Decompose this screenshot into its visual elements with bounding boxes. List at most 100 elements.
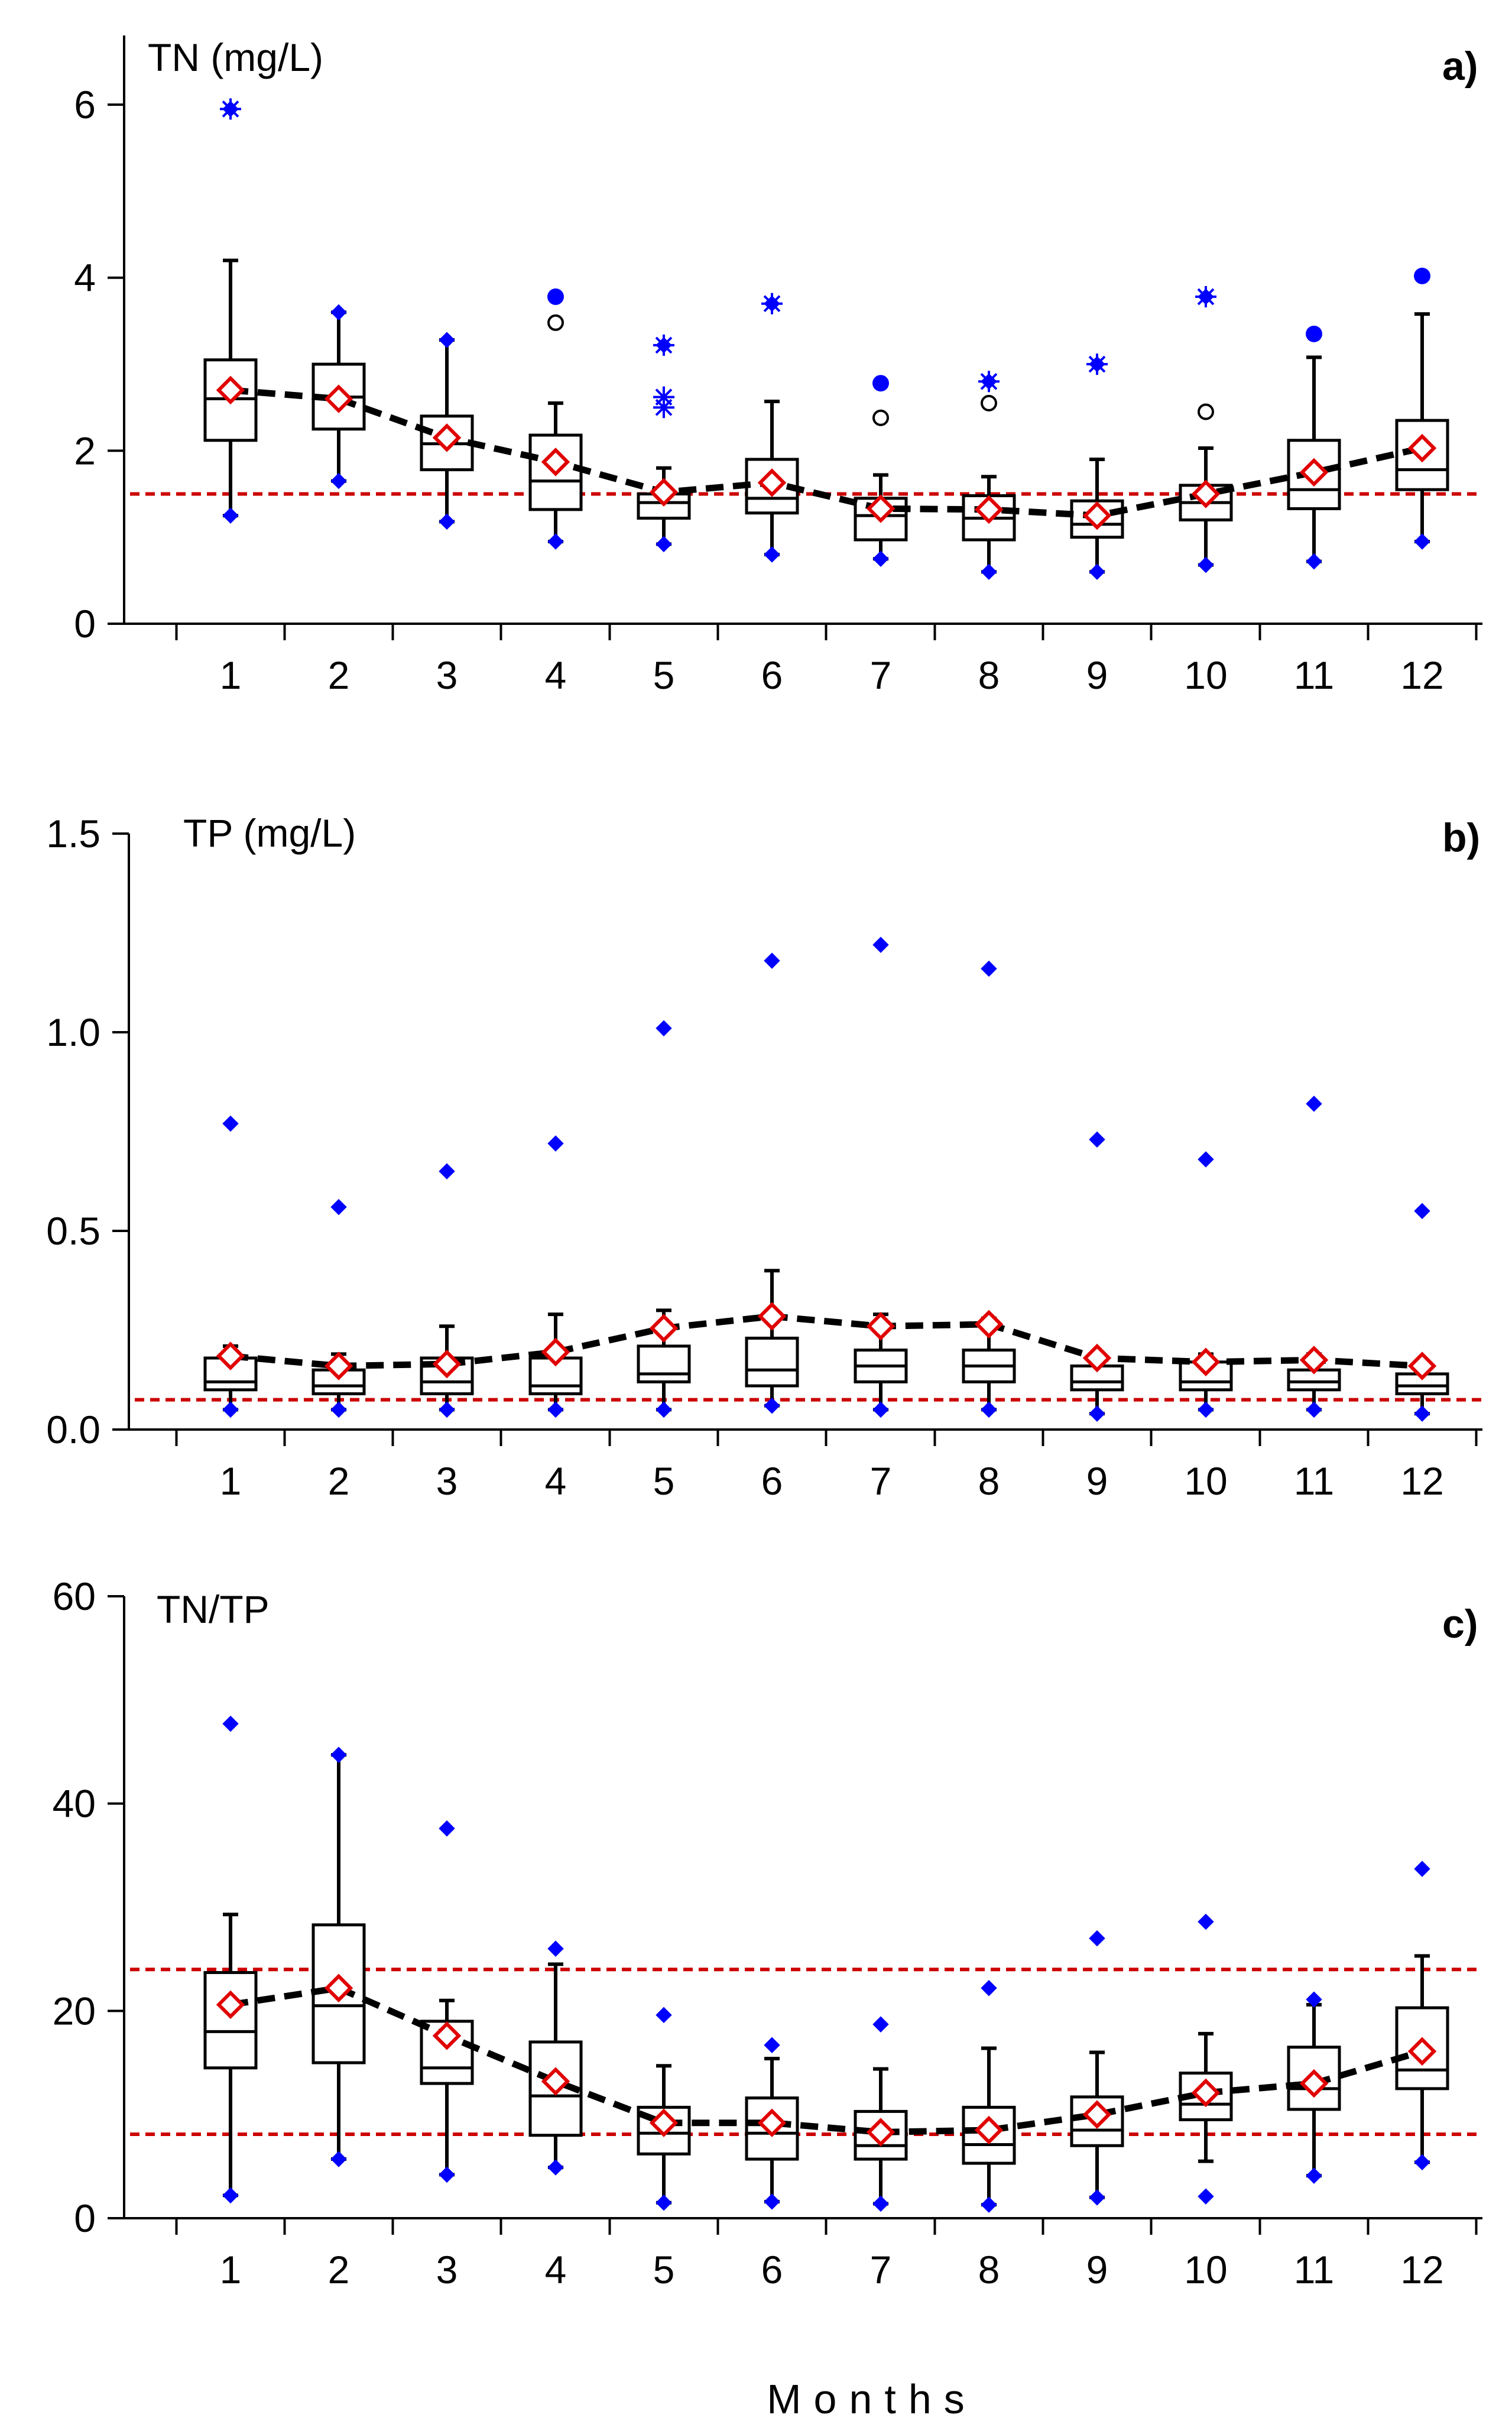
box-iqr [637, 1344, 691, 1383]
x-tick-label: 3 [436, 1459, 458, 1503]
min-marker [656, 1401, 672, 1418]
max-marker [656, 2007, 672, 2024]
box-month-9 [1070, 356, 1124, 580]
min-marker [330, 472, 347, 490]
mean-marker [1299, 458, 1329, 487]
outlier-filled-circle [1306, 325, 1322, 342]
x-tick-label: 12 [1400, 2248, 1443, 2292]
y-tick-label: 60 [53, 1574, 96, 1618]
min-marker [1198, 556, 1214, 573]
box-month-7 [854, 2016, 908, 2212]
max-marker [1306, 1096, 1322, 1112]
x-tick-label: 7 [870, 1459, 892, 1503]
x-tick-label: 11 [1294, 2248, 1335, 2292]
outlier-star-stroke-3 [980, 372, 998, 390]
min-marker [1198, 1401, 1214, 1418]
y-tick-label: 2 [74, 429, 96, 472]
y-tick-label: 0 [74, 602, 96, 646]
x-tick-label: 9 [1086, 1459, 1108, 1503]
min-marker [981, 1401, 997, 1418]
mean-marker [1191, 2078, 1221, 2108]
max-marker [1306, 1991, 1322, 2008]
x-tick-label: 1 [220, 1459, 242, 1503]
min-marker [547, 2159, 564, 2176]
box-month-3 [420, 1163, 474, 1418]
mean-trend-line [230, 1985, 1423, 2135]
max-marker [222, 1715, 239, 1732]
max-marker [656, 1020, 672, 1036]
mean-marker [1082, 501, 1112, 530]
box-month-10 [1179, 1913, 1233, 2205]
max-marker [1198, 1913, 1214, 1930]
max-marker [981, 960, 997, 977]
outlier-star [1195, 286, 1216, 307]
outlier-star-stroke-3 [763, 295, 781, 312]
box-month-7 [854, 936, 908, 1418]
box-month-4 [528, 1940, 583, 2176]
mean-marker [541, 448, 570, 477]
outlier-star [653, 334, 674, 356]
min-marker [1306, 2167, 1322, 2184]
min-marker [1414, 2154, 1430, 2171]
mean-marker [541, 2067, 570, 2096]
box-month-9 [1070, 1930, 1124, 2206]
min-marker [222, 2187, 239, 2204]
outlier-open-circle [872, 409, 889, 426]
mean-marker [974, 2115, 1004, 2145]
min-marker [764, 546, 780, 563]
max-marker [872, 2016, 889, 2033]
x-tick-label: 5 [653, 2248, 675, 2292]
panel-title: TN (mg/L) [148, 35, 323, 79]
x-tick-label: 11 [1294, 1459, 1335, 1503]
max-marker [764, 2037, 780, 2053]
max-marker [1198, 1151, 1214, 1168]
outlier-filled-circle [1414, 267, 1430, 284]
outlier-star-stroke-3 [1088, 355, 1106, 373]
box-month-12 [1395, 1203, 1449, 1422]
outlier-open-circle [1198, 403, 1214, 420]
y-tick-label: 4 [74, 256, 96, 300]
box-month-1 [203, 1115, 258, 1418]
max-marker [547, 1135, 564, 1152]
outlier-star [220, 98, 241, 120]
x-tick-label: 2 [328, 2248, 350, 2292]
x-tick-label: 1 [220, 653, 242, 697]
mean-marker [216, 1990, 245, 2020]
min-marker [547, 1401, 564, 1418]
panel-tag: c) [1442, 1602, 1478, 1647]
min-marker [1089, 563, 1105, 580]
min-marker [439, 2166, 455, 2183]
x-tick-label: 1 [220, 2248, 242, 2292]
y-tick-label: 6 [74, 83, 96, 127]
mean-marker [324, 1351, 353, 1380]
x-tick-label: 6 [761, 653, 783, 697]
max-marker [1089, 1930, 1105, 1947]
box-month-6 [745, 952, 799, 1414]
outlier-star-stroke-3 [655, 336, 673, 354]
x-tick-label: 4 [545, 2248, 567, 2292]
mean-trend-line [230, 1312, 1423, 1369]
mean-marker [649, 478, 679, 507]
max-marker [1089, 1131, 1105, 1148]
min-marker [872, 1401, 889, 1418]
outlier-filled-circle [872, 375, 889, 392]
mean-marker [1191, 479, 1221, 508]
y-tick-label: 1.0 [46, 1010, 100, 1054]
mean-marker [866, 1312, 895, 1341]
mean-marker [974, 495, 1004, 524]
mean-marker [216, 1341, 245, 1370]
mean-marker [1299, 2069, 1329, 2098]
mean-marker [1082, 2100, 1112, 2129]
mean-marker [324, 384, 353, 413]
max-marker [330, 1198, 347, 1216]
box-month-11 [1287, 326, 1341, 570]
box-month-8 [962, 960, 1016, 1418]
panel-title: TP (mg/L) [183, 811, 356, 855]
mean-marker [757, 468, 787, 497]
outlier-open-circle [547, 314, 564, 331]
outlier-filled-circle [547, 288, 564, 305]
x-tick-label: 4 [545, 1459, 567, 1503]
mean-marker [432, 423, 462, 452]
mean-marker [649, 1314, 679, 1343]
